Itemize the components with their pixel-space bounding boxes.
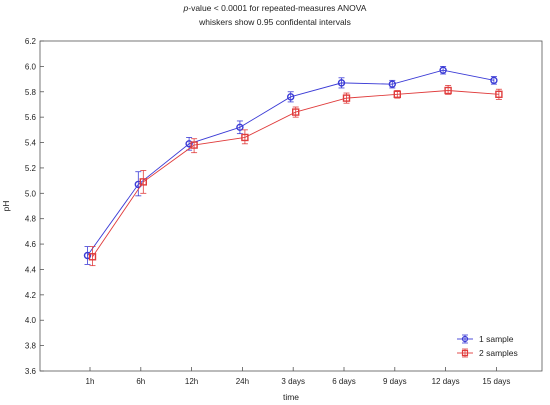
y-tick-label: 5.0 — [25, 189, 37, 198]
x-tick-label: 1h — [86, 377, 95, 386]
y-tick-label: 6.2 — [25, 37, 37, 46]
data-point — [490, 76, 498, 85]
data-point — [393, 90, 401, 99]
y-tick-label: 5.6 — [25, 113, 37, 122]
x-tick-label: 15 days — [482, 377, 510, 386]
x-axis-label: time — [283, 392, 299, 402]
data-point — [292, 108, 300, 116]
data-point — [337, 79, 346, 87]
y-tick-label: 5.2 — [25, 164, 37, 173]
y-tick-label: 5.8 — [25, 88, 37, 97]
data-point — [287, 93, 295, 101]
chart-subtitle: whiskers show 0.95 confidental intervals — [198, 17, 351, 27]
y-tick-label: 4.2 — [25, 291, 37, 300]
y-tick-label: 5.4 — [25, 139, 37, 148]
data-point — [88, 253, 97, 261]
y-tick-label: 4.8 — [25, 215, 37, 224]
series-2 — [88, 85, 503, 267]
x-tick-label: 9 days — [383, 377, 407, 386]
series-1 — [83, 65, 498, 265]
x-tick-label: 12h — [185, 377, 198, 386]
plot-frame — [39, 40, 543, 372]
legend-entry-1: 1 sample — [457, 334, 514, 344]
data-point — [190, 141, 198, 149]
data-point — [241, 133, 249, 142]
y-tick-label: 3.8 — [25, 342, 37, 351]
data-point — [495, 90, 503, 99]
x-tick-label: 12 days — [432, 377, 460, 386]
legend-marker — [461, 335, 469, 343]
x-axis: 1h 6h 12h 24h 3 days 6 days 9 days 12 days 15 da… — [86, 367, 510, 386]
data-point — [439, 66, 447, 74]
y-tick-label: 6.0 — [25, 62, 37, 71]
data-point — [83, 251, 92, 260]
y-tick-label: 4.6 — [25, 240, 37, 249]
x-tick-label: 6 days — [332, 377, 356, 386]
legend: 1 sample 2 samples — [449, 330, 539, 362]
legend-marker — [461, 349, 469, 357]
x-tick-label: 24h — [236, 377, 249, 386]
y-tick-label: 4.4 — [25, 265, 37, 274]
chart-title-italic: p — [183, 3, 189, 13]
legend-entry-2: 2 samples — [457, 348, 518, 358]
chart-title-rest: -value < 0.0001 for repeated-measures AN… — [188, 3, 367, 13]
data-point — [388, 80, 396, 88]
chart-title: p-value < 0.0001 for repeated-measures A… — [183, 3, 367, 13]
y-axis-label: pH — [1, 201, 11, 212]
x-tick-label: 3 days — [281, 377, 305, 386]
data-point — [444, 86, 452, 95]
data-point — [236, 123, 244, 132]
data-point — [342, 94, 351, 102]
y-tick-label: 3.6 — [25, 367, 37, 376]
data-point — [139, 178, 148, 186]
y-axis: 3.6 3.8 4.0 4.2 4.4 4.6 4.8 5.0 5.2 5.4 5.6 5.8 6.0 6… — [25, 37, 44, 376]
legend-label: 1 sample — [479, 334, 514, 344]
legend-label: 2 samples — [479, 348, 518, 358]
series-layer — [83, 65, 503, 267]
x-tick-label: 6h — [136, 377, 145, 386]
y-tick-label: 4.0 — [25, 316, 37, 325]
data-point — [185, 140, 193, 148]
